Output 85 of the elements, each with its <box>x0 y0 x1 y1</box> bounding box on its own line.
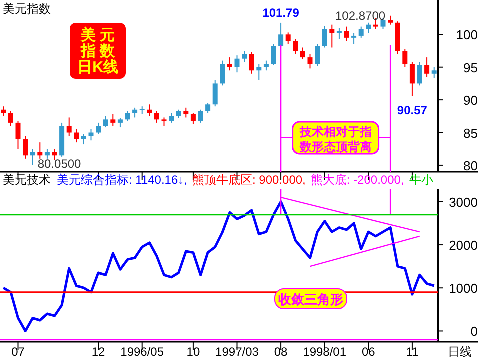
annotation: 101.79 <box>262 6 300 20</box>
candlestick <box>330 24 335 48</box>
candlestick <box>315 44 320 67</box>
x-tick-label: 12 <box>92 345 106 359</box>
annotation: 技术相对于指数形态顶背离 <box>298 125 372 154</box>
x-tick-label: 06 <box>362 345 376 359</box>
ref-line-label: 熊顶牛底区: 900.000, <box>192 173 306 187</box>
candlestick <box>300 47 306 60</box>
candlestick <box>184 107 189 118</box>
candlestick <box>358 26 364 38</box>
y-tick-label: 85 <box>464 126 478 141</box>
candlestick <box>44 148 50 160</box>
x-tick-label: 08 <box>274 345 288 359</box>
candlestick <box>336 28 342 40</box>
candlestick <box>169 112 174 124</box>
y-tick-label: 3000 <box>449 194 478 210</box>
text: 美元综合指标: 1140.16↓, <box>57 173 188 187</box>
candlestick <box>88 128 94 142</box>
candlestick <box>242 50 248 63</box>
x-axis-title: 日线 <box>448 345 472 359</box>
candlestick <box>52 148 58 161</box>
candlestick <box>30 148 36 166</box>
candlestick <box>271 44 276 66</box>
candlestick <box>132 107 138 118</box>
y-tick-label: 95 <box>464 60 478 76</box>
candlestick <box>16 120 21 150</box>
candlestick <box>424 57 430 78</box>
candlestick <box>110 114 116 127</box>
candlestick <box>66 117 72 137</box>
candlestick <box>154 110 160 124</box>
x-tick-label: 11 <box>406 345 419 359</box>
candlestick <box>256 64 262 81</box>
candlestick <box>286 32 291 45</box>
candlestick <box>190 112 196 125</box>
x-tick-label: 10 <box>186 345 200 359</box>
chart-title: 美元技术 <box>3 173 51 187</box>
y-tick-label: 90 <box>464 93 478 108</box>
candlestick <box>206 102 211 114</box>
candlestick <box>1 106 6 117</box>
candlestick <box>293 38 298 55</box>
annotation: 90.57 <box>397 103 428 118</box>
y-tick-label: 2000 <box>449 238 478 254</box>
candlestick <box>140 106 145 115</box>
candlestick <box>147 104 152 117</box>
candlestick <box>322 26 328 48</box>
x-tick-label: 1997/03 <box>216 345 260 359</box>
candlestick <box>198 109 204 124</box>
annotation: 80.0500 <box>38 157 82 172</box>
candlestick <box>8 110 14 127</box>
candlestick <box>81 134 86 146</box>
annotation: 收敛三角形 <box>278 292 344 307</box>
candlestick <box>220 60 226 86</box>
candlestick <box>249 52 254 74</box>
y-tick-label: 0 <box>470 324 478 340</box>
candlestick <box>125 110 130 122</box>
x-tick-label: 1998/01 <box>303 345 347 359</box>
chart-title: 美元指数 <box>3 2 51 16</box>
candlestick <box>352 32 357 45</box>
candlestick <box>38 142 43 160</box>
x-tick-label: 07 <box>12 345 26 359</box>
candlestick <box>417 62 422 86</box>
line-series <box>2 200 436 332</box>
candlestick <box>366 22 372 34</box>
candlestick <box>212 80 218 108</box>
candlestick <box>234 55 240 74</box>
candlestick <box>23 136 28 160</box>
candlestick <box>308 54 313 70</box>
candlestick <box>432 66 437 79</box>
candlestick <box>344 26 350 42</box>
y-tick-label: 1000 <box>449 281 478 296</box>
ref-line-label: 熊大底: -200.000, <box>310 173 404 187</box>
candlestick <box>74 128 80 144</box>
candlestick <box>264 60 269 72</box>
annotation: 美 元指 数日K线 <box>78 26 118 76</box>
candlestick <box>103 116 108 128</box>
candlestick <box>402 48 408 68</box>
candlestick <box>96 122 102 135</box>
ref-line-label: 牛小 <box>409 173 434 187</box>
candlestick <box>227 57 232 72</box>
y-tick-label: 80 <box>464 158 478 174</box>
candlestick <box>410 62 415 97</box>
x-tick-label: 1996/05 <box>120 345 164 359</box>
y-tick-label: 100 <box>456 28 478 43</box>
candlestick <box>118 118 123 128</box>
annotation: 102.8700 <box>335 8 386 23</box>
